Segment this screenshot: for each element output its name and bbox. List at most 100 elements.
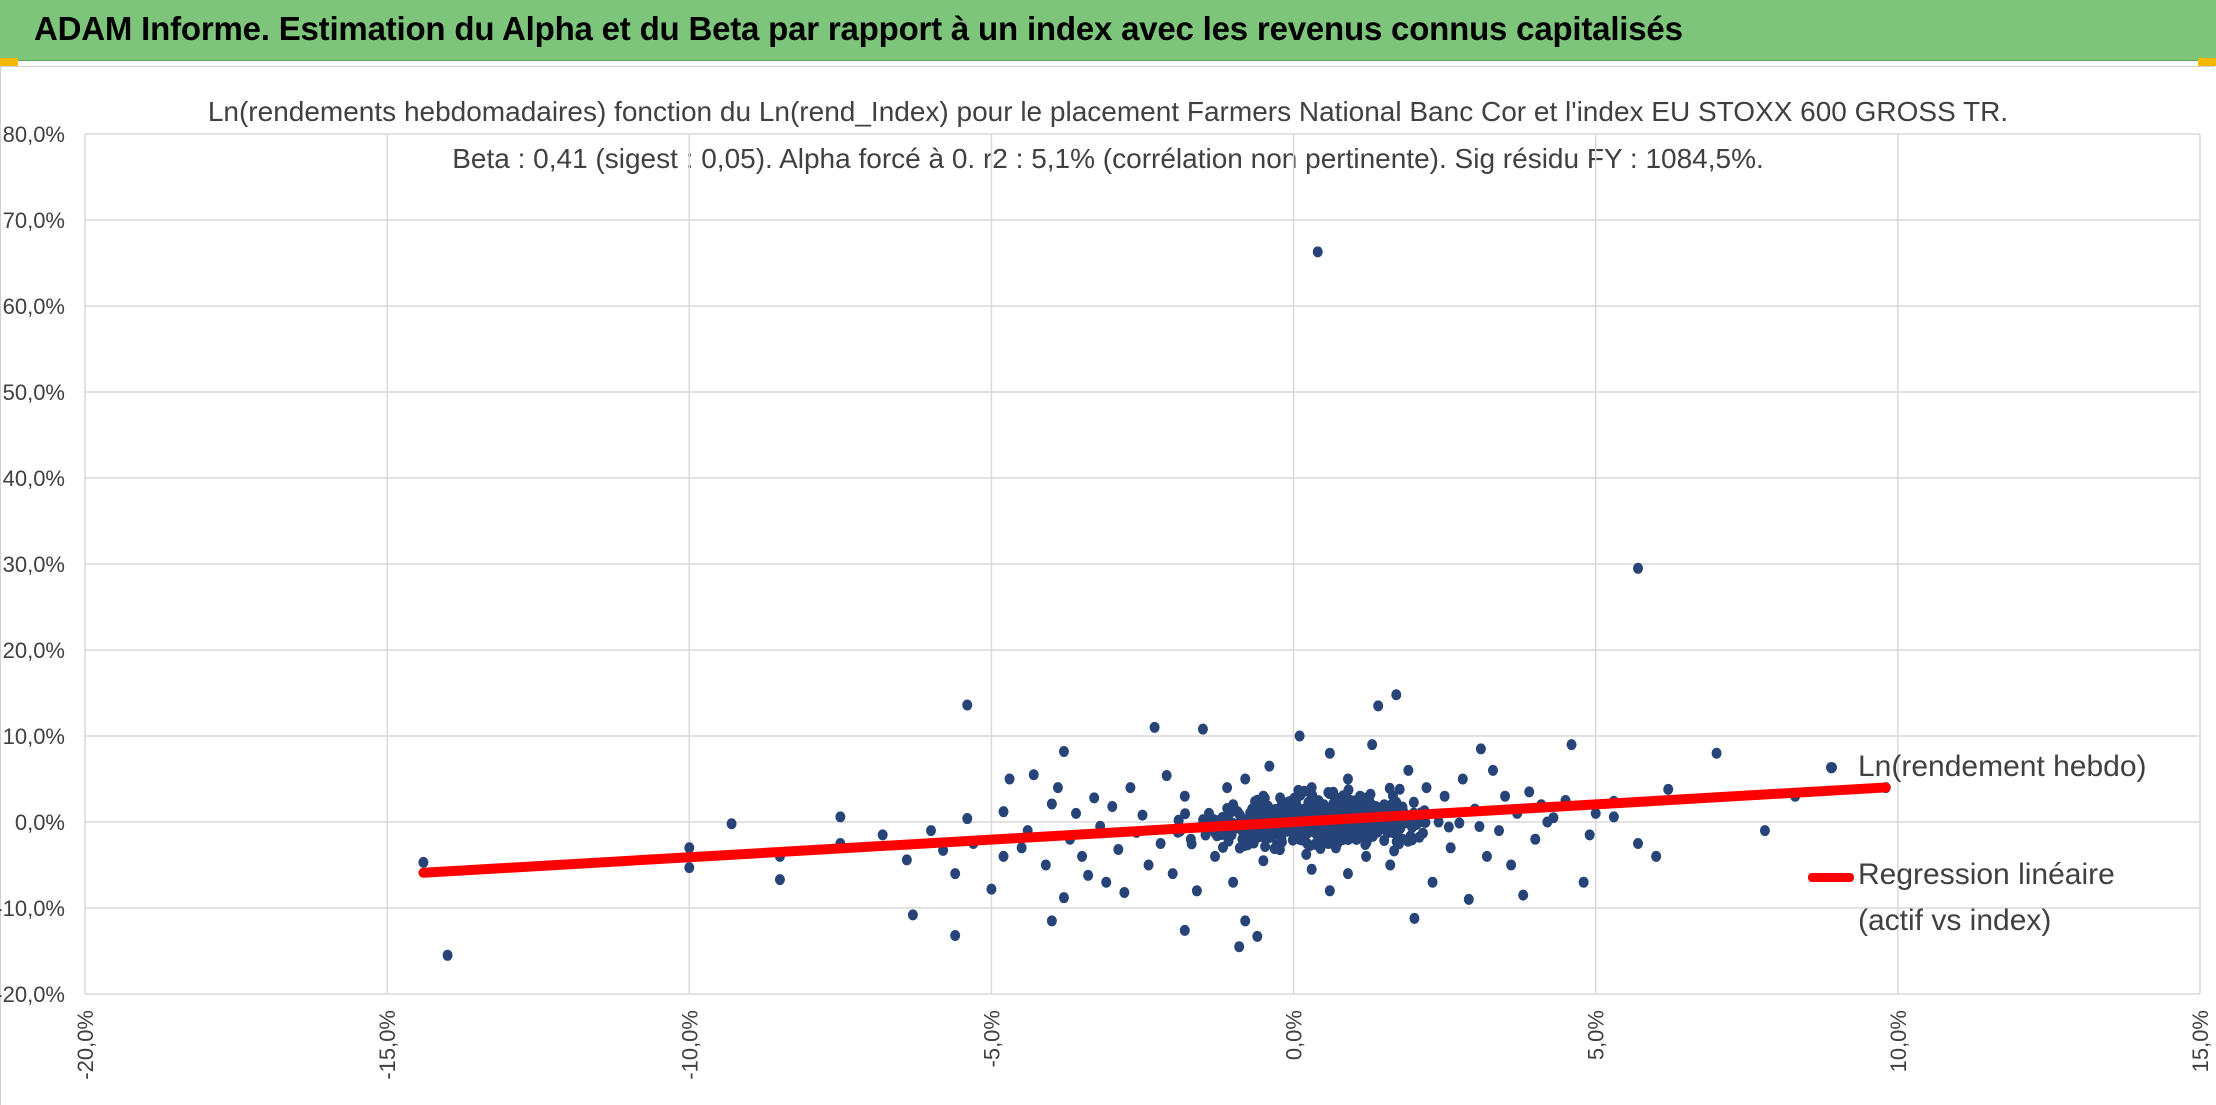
data-point [938, 844, 949, 856]
data-point [907, 909, 918, 921]
data-point [1224, 807, 1235, 819]
x-tick-label: -15,0% [375, 1010, 400, 1080]
right-corner-accent [2198, 58, 2216, 66]
data-point [1101, 876, 1112, 888]
data-point [1391, 689, 1402, 701]
data-point [1524, 786, 1535, 798]
data-point [1342, 868, 1353, 880]
data-point [1518, 889, 1529, 901]
data-point [1040, 859, 1051, 871]
data-point [1276, 836, 1287, 848]
data-point [1463, 893, 1474, 905]
legend-regression-label-line1: Regression linéaire [1858, 858, 2115, 891]
report-title: ADAM Informe. Estimation du Alpha et du … [34, 10, 1683, 47]
data-point [1328, 786, 1339, 798]
data-point [1077, 850, 1088, 862]
x-axis-ticks: -20,0% -15,0% -10,0% -5,0% 0,0% 5,0% 10,0% 15,0… [73, 1010, 2213, 1080]
data-point [1578, 876, 1589, 888]
data-point [1137, 809, 1148, 821]
data-point [684, 862, 695, 874]
data-point [1385, 859, 1396, 871]
y-tick-label: 60,0% [3, 294, 65, 319]
data-point [1386, 823, 1397, 835]
data-point [1125, 782, 1136, 794]
y-tick-label: 0,0% [15, 810, 65, 835]
chart-area [0, 66, 2215, 1105]
regression-line-path [418, 782, 1891, 878]
data-point [950, 930, 961, 942]
data-point [1301, 801, 1312, 813]
data-point [1433, 816, 1444, 828]
data-point [1046, 915, 1057, 927]
data-point [1475, 743, 1486, 755]
data-point [774, 874, 785, 886]
x-tick-label: -10,0% [677, 1010, 702, 1080]
y-tick-label: 30,0% [3, 552, 65, 577]
y-tick-label: 70,0% [3, 208, 65, 233]
legend-scatter-label: Ln(rendement hebdo) [1858, 750, 2147, 783]
data-point [950, 868, 961, 880]
data-point [1222, 782, 1233, 794]
data-point [1500, 790, 1511, 802]
data-point [1420, 816, 1431, 828]
data-point [1058, 745, 1069, 757]
data-point [1306, 863, 1317, 875]
data-point [1633, 838, 1644, 849]
data-point [1365, 788, 1376, 800]
y-tick-label: -10,0% [0, 896, 65, 921]
x-tick-label: 15,0% [2188, 1010, 2213, 1072]
data-point [1711, 747, 1722, 759]
data-point [1004, 773, 1015, 785]
x-tick-label: -5,0% [979, 1010, 1004, 1067]
data-point [1149, 721, 1160, 733]
data-point [986, 883, 997, 895]
data-point [1324, 885, 1335, 897]
data-point [1016, 842, 1027, 854]
data-point [1210, 850, 1221, 862]
data-point [1107, 801, 1118, 813]
data-point [1474, 821, 1485, 833]
data-point [1445, 842, 1456, 854]
scatter-points [418, 246, 1891, 961]
data-point [1351, 833, 1362, 845]
data-point [901, 854, 912, 866]
data-point [1228, 876, 1239, 888]
data-point [1427, 876, 1438, 888]
chart-title: Ln(rendements hebdomadaires) fonction du… [207, 96, 2009, 127]
data-point [1325, 825, 1336, 837]
data-point [1360, 839, 1371, 851]
data-point [877, 829, 888, 841]
data-point [1608, 811, 1619, 823]
data-point [1421, 782, 1432, 794]
data-point [1443, 821, 1454, 833]
data-point [442, 949, 453, 961]
data-point [1343, 784, 1354, 796]
data-point [926, 825, 936, 837]
data-point [1590, 807, 1601, 819]
data-point [1245, 807, 1256, 819]
data-point [1487, 764, 1498, 776]
x-tick-label: 10,0% [1886, 1010, 1911, 1072]
data-point [1506, 859, 1517, 871]
data-point [1264, 760, 1275, 772]
data-point [1394, 783, 1405, 795]
data-point [1367, 739, 1378, 751]
data-point [1173, 814, 1184, 826]
data-point [1633, 562, 1644, 574]
legend-regression-marker [1808, 873, 1854, 882]
data-point [1240, 915, 1251, 927]
data-point [1566, 739, 1577, 751]
regression-line [418, 782, 1891, 878]
report-banner: ADAM Informe. Estimation du Alpha et du … [0, 0, 2216, 61]
data-point [1232, 806, 1243, 818]
data-point [1197, 723, 1208, 735]
data-point [1161, 770, 1172, 782]
data-point [1309, 802, 1320, 814]
data-point [1584, 829, 1595, 841]
data-point [1113, 844, 1124, 856]
data-point [1089, 792, 1100, 804]
legend-regression-label-line2: (actif vs index) [1858, 904, 2052, 937]
data-point [1651, 850, 1662, 862]
data-point [1234, 941, 1245, 953]
